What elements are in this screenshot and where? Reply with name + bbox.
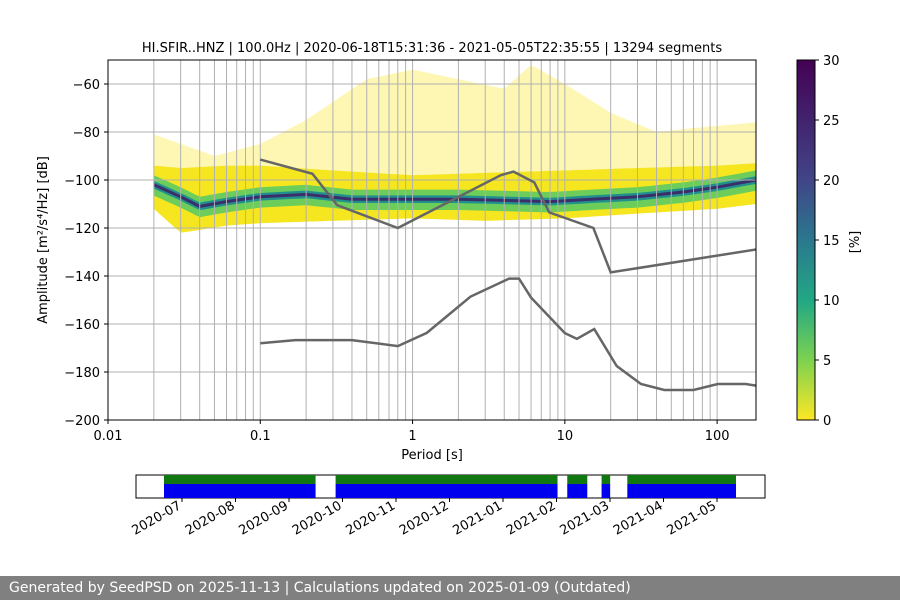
timeline-tick-label: 2020-08 [183,498,238,538]
outlier-region [153,66,756,176]
y-tick-label: −200 [64,414,100,429]
timeline-tick-label: 2020-09 [236,498,291,538]
x-tick-label: 0.1 [250,429,271,444]
y-axis-ticks: −200 −180 −160 −140 −120 −100 −80 −60 [64,78,108,429]
y-tick-label: −100 [64,174,100,189]
timeline-tick-label: 2021-05 [664,498,719,538]
colorbar [796,59,816,421]
timeline-coverage [164,475,736,498]
timeline-tick-label: 2021-03 [557,498,612,538]
noise-models [259,158,756,392]
colorbar-label: [%] [848,231,863,254]
colorbar-tick-label: 5 [823,354,831,369]
coverage-band-top [335,475,558,484]
coverage-band-top [601,475,611,484]
coverage-band-bottom [567,484,588,498]
series-line-nhnm [259,158,756,274]
series-line-nlnm [260,277,756,392]
coverage-band-bottom [335,484,558,498]
coverage-band-top [567,475,588,484]
y-tick-label: −80 [73,126,100,141]
psd-high-density-band [153,176,756,211]
y-tick-label: −140 [64,270,100,285]
timeline-tick-label: 2020-07 [129,498,184,538]
psd-mid-density-band [153,170,756,218]
coverage-band-bottom [164,484,316,498]
timeline-tick-label: 2020-11 [343,498,398,538]
colorbar-ticks: 0 5 10 15 20 25 30 [815,54,840,429]
footer-bar: Generated by SeedPSD on 2025-11-13 | Cal… [0,576,900,600]
y-tick-label: −120 [64,222,100,237]
x-tick-label: 1 [408,429,416,444]
colorbar-tick-label: 20 [823,174,840,189]
y-axis-label: Amplitude [m²/s⁴/Hz] [dB] [36,156,51,324]
coverage-band-top [627,475,736,484]
timeline-tick-label: 2021-04 [611,498,666,538]
psd-mode-line [153,178,756,208]
x-tick-label: 0.01 [94,429,123,444]
colorbar-tick-label: 15 [823,234,840,249]
colorbar-tick-label: 30 [823,54,840,69]
y-tick-label: −60 [73,78,100,93]
timeline-ticks: 2020-072020-082020-092020-102020-112020-… [129,498,719,539]
footer-text: Generated by SeedPSD on 2025-11-13 | Cal… [9,580,631,596]
y-tick-label: −160 [64,318,100,333]
psd-heatmap [153,66,756,233]
coverage-band-bottom [627,484,736,498]
x-tick-label: 100 [705,429,730,444]
x-axis-label: Period [s] [401,448,463,463]
y-tick-label: −180 [64,366,100,381]
psd-figure: HI.SFIR..HNZ | 100.0Hz | 2020-06-18T15:3… [36,41,863,539]
x-axis-ticks: 0.01 0.1 1 10 100 [94,420,730,444]
colorbar-tick-label: 25 [823,114,840,129]
chart-title: HI.SFIR..HNZ | 100.0Hz | 2020-06-18T15:3… [142,41,723,56]
x-tick-label: 10 [557,429,574,444]
colorbar-tick-label: 0 [823,414,831,429]
timeline-tick-label: 2020-12 [397,498,452,538]
timeline-tick-label: 2021-02 [504,498,559,538]
coverage-band-top [164,475,316,484]
timeline-tick-label: 2020-10 [290,498,345,538]
plot-frame [107,59,757,421]
grid-lines [108,60,756,420]
timeline-tick-label: 2021-01 [450,498,505,538]
colorbar-tick-label: 10 [823,294,840,309]
coverage-band-bottom [601,484,611,498]
